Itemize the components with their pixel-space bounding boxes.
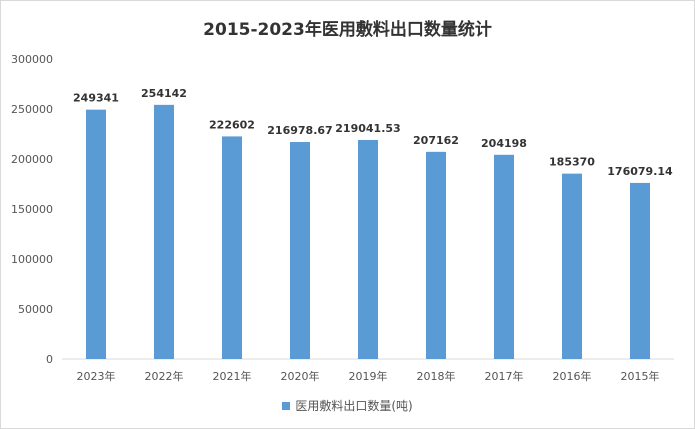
data-label: 249341 bbox=[73, 92, 119, 105]
bar bbox=[426, 151, 446, 359]
data-label: 222602 bbox=[209, 118, 255, 131]
x-tick-label: 2020年 bbox=[281, 369, 320, 383]
chart-title: 2015-2023年医用敷料出口数量统计 bbox=[203, 20, 492, 40]
x-tick-label: 2016年 bbox=[553, 369, 592, 383]
bar bbox=[630, 182, 650, 359]
x-tick-label: 2019年 bbox=[349, 369, 388, 383]
x-tick-label: 2017年 bbox=[485, 369, 524, 383]
data-label: 207162 bbox=[413, 134, 459, 147]
y-tick-label: 50000 bbox=[18, 303, 53, 316]
bar bbox=[494, 154, 514, 359]
y-tick-label: 250000 bbox=[11, 103, 53, 116]
data-label: 216978.67 bbox=[267, 124, 332, 137]
bar bbox=[86, 109, 106, 359]
y-tick-label: 100000 bbox=[11, 253, 53, 266]
legend: 医用敷料出口数量(吨) bbox=[1, 397, 694, 414]
bar bbox=[290, 142, 310, 359]
y-tick-label: 300000 bbox=[11, 53, 53, 66]
bar bbox=[562, 173, 582, 359]
y-tick-label: 200000 bbox=[11, 153, 53, 166]
data-label: 185370 bbox=[549, 156, 595, 169]
data-label: 176079.14 bbox=[607, 165, 673, 178]
x-tick-label: 2015年 bbox=[621, 369, 660, 383]
bar bbox=[154, 104, 174, 359]
y-tick-label: 0 bbox=[46, 353, 53, 366]
x-tick-label: 2018年 bbox=[417, 369, 456, 383]
data-label: 204198 bbox=[481, 137, 527, 150]
x-tick-label: 2022年 bbox=[145, 369, 184, 383]
x-tick-label: 2021年 bbox=[213, 369, 252, 383]
y-tick-label: 150000 bbox=[11, 203, 53, 216]
data-label: 254142 bbox=[141, 87, 187, 100]
legend-swatch bbox=[282, 402, 291, 410]
bar bbox=[222, 136, 242, 359]
data-label: 219041.53 bbox=[335, 122, 400, 135]
bar bbox=[358, 139, 378, 359]
x-tick-label: 2023年 bbox=[77, 369, 116, 383]
legend-label: 医用敷料出口数量(吨) bbox=[295, 399, 413, 413]
